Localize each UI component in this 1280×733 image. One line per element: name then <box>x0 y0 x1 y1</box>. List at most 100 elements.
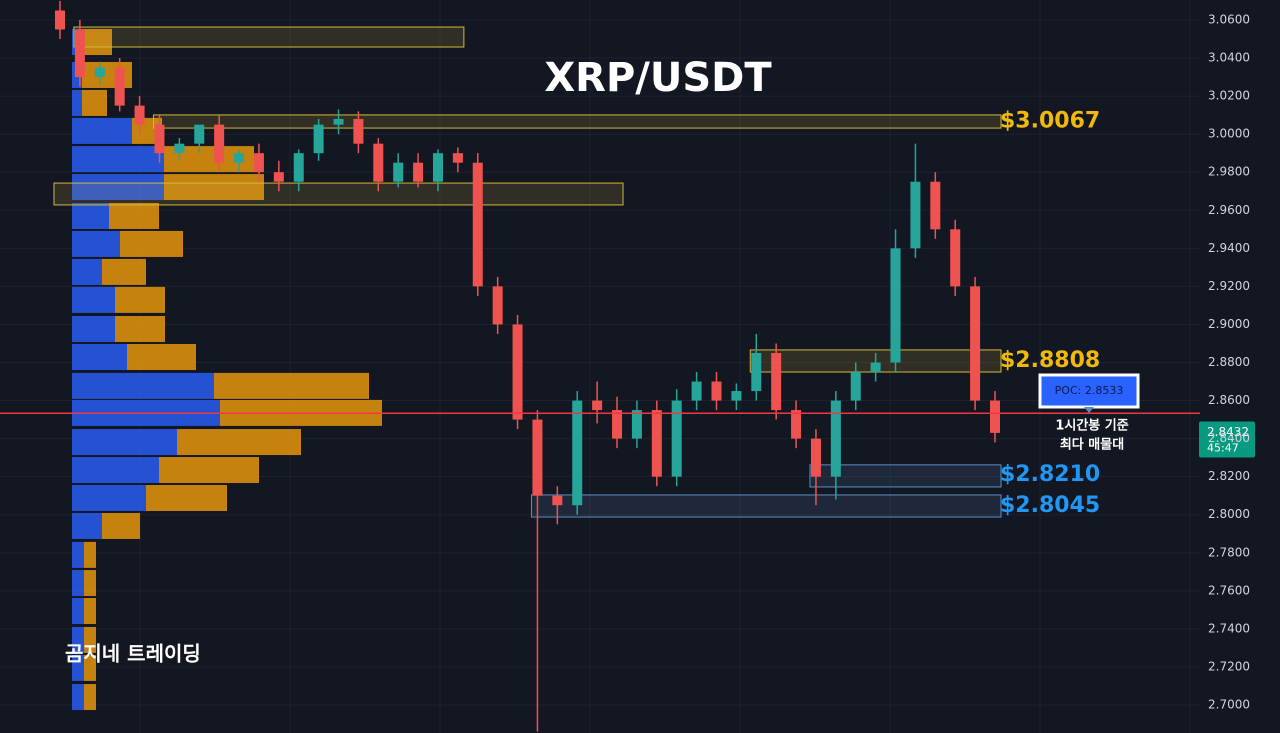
vp-sell <box>84 684 96 711</box>
vp-buy <box>72 117 132 144</box>
zone <box>73 26 465 48</box>
y-tick-label: 3.0400 <box>1208 51 1250 65</box>
y-tick-label: 2.9400 <box>1208 241 1250 255</box>
candle-body <box>612 410 623 439</box>
candle-body <box>74 29 85 78</box>
candle-body <box>950 229 961 287</box>
vp-buy <box>72 372 214 399</box>
vp-sell <box>102 512 140 539</box>
vp-sell <box>84 541 96 568</box>
candle-body <box>751 352 762 392</box>
vp-buy <box>72 684 84 711</box>
candle-body <box>432 153 443 182</box>
vp-buy <box>72 541 84 568</box>
vp-buy <box>72 202 109 229</box>
y-tick-label: 2.9600 <box>1208 203 1250 217</box>
level-label: $3.0067 <box>1000 108 1100 133</box>
vp-sell <box>109 202 159 229</box>
candle-body <box>134 105 145 125</box>
candle-body <box>214 124 225 163</box>
y-tick-label: 2.9200 <box>1208 279 1250 293</box>
candle-body <box>293 153 304 182</box>
vp-buy <box>72 654 84 681</box>
price-tag <box>1199 421 1255 458</box>
candle-body <box>711 381 722 401</box>
vp-sell <box>177 429 301 456</box>
y-tick-label: 2.9000 <box>1208 317 1250 331</box>
vp-buy <box>72 89 82 116</box>
candle-body <box>731 391 742 401</box>
vp-buy <box>72 174 164 201</box>
candle-body <box>830 400 841 477</box>
candle-body <box>94 67 105 78</box>
candle-body <box>870 362 881 373</box>
candle-body <box>970 286 981 401</box>
y-tick-label: 2.7400 <box>1208 621 1250 635</box>
vp-sell <box>127 343 196 370</box>
candle-body <box>671 400 682 477</box>
zone <box>809 464 1002 488</box>
vp-buy <box>72 512 102 539</box>
volume-profile <box>72 29 382 711</box>
vp-sell <box>120 230 183 257</box>
candle-body <box>850 372 861 401</box>
vp-sell <box>84 654 96 681</box>
vp-sell <box>214 372 369 399</box>
vp-sell <box>84 626 96 653</box>
y-tick-label: 3.0600 <box>1208 12 1250 26</box>
candle-body <box>234 153 245 163</box>
y-tick-label: 2.8400 <box>1208 431 1250 445</box>
poc-pointer <box>1084 407 1094 413</box>
candle-body <box>930 181 941 230</box>
vp-buy <box>72 146 164 173</box>
zone <box>53 182 624 206</box>
vp-buy <box>72 457 159 484</box>
y-tick-label: 2.7600 <box>1208 583 1250 597</box>
vp-buy <box>72 429 177 456</box>
vp-buy <box>72 286 115 313</box>
vp-sell <box>164 174 264 201</box>
candle-body <box>990 400 1000 433</box>
vp-sell <box>82 29 112 56</box>
candle-body <box>333 118 344 125</box>
candle-body <box>194 124 205 144</box>
candle-body <box>373 143 384 182</box>
candle-body <box>413 162 424 182</box>
candle-body <box>810 438 821 477</box>
candle-body <box>532 419 543 496</box>
vp-sell <box>82 89 107 116</box>
y-tick-label: 3.0000 <box>1208 127 1250 141</box>
price-tag-label: 2.8432 <box>1207 425 1249 439</box>
level-label: $2.8808 <box>1000 348 1100 373</box>
y-tick-label: 2.9800 <box>1208 165 1250 179</box>
vp-sell <box>115 286 165 313</box>
candle-body <box>472 162 483 287</box>
vp-buy <box>72 258 102 285</box>
candles <box>55 0 1000 732</box>
y-tick-label: 2.8600 <box>1208 393 1250 407</box>
candle-body <box>492 286 503 325</box>
y-tick-label: 2.8200 <box>1208 469 1250 483</box>
candle-body <box>572 400 583 506</box>
y-tick-label: 2.7000 <box>1208 698 1250 712</box>
candle-body <box>353 118 364 144</box>
vp-buy <box>72 598 84 625</box>
poc-note: 1시간봉 기준 <box>1055 418 1128 434</box>
chart-title: XRP/USDT <box>544 55 772 101</box>
zone <box>530 494 1002 518</box>
y-tick-label: 2.8000 <box>1208 507 1250 521</box>
candle-body <box>313 124 324 154</box>
y-tick-label: 2.8800 <box>1208 355 1250 369</box>
candle-body <box>651 410 662 477</box>
candle-body <box>174 143 185 154</box>
vp-sell <box>84 570 96 597</box>
candle-body <box>771 352 782 411</box>
candle-body <box>452 153 463 163</box>
candle-body <box>592 400 603 411</box>
y-tick-label: 2.7800 <box>1208 545 1250 559</box>
poc-box <box>1038 373 1140 409</box>
level-label: $2.8210 <box>1000 462 1100 487</box>
candle-body <box>512 324 523 420</box>
